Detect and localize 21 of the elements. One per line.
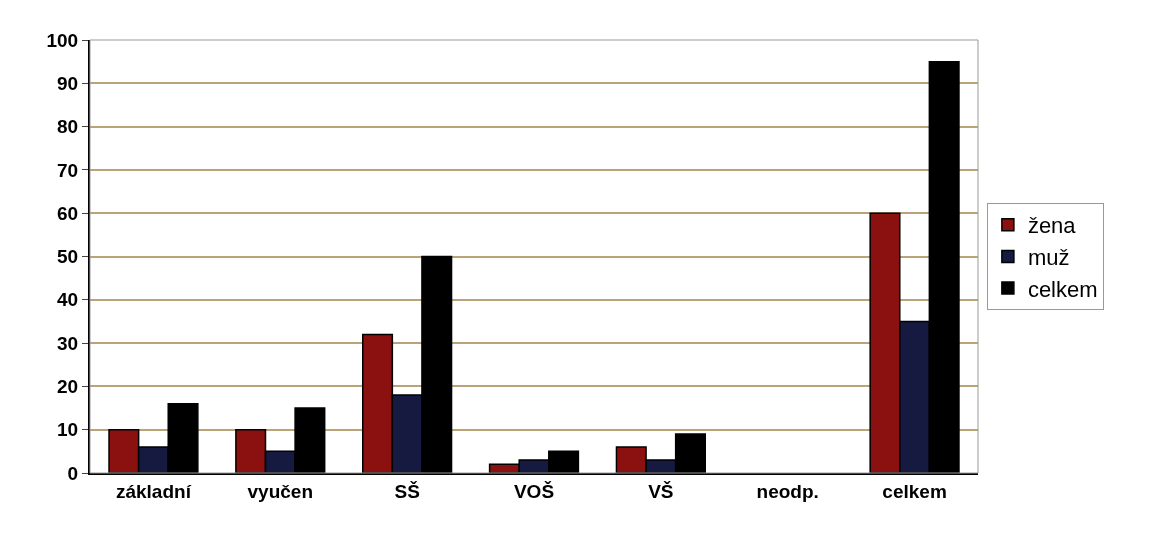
y-tick-label: 40 [57,289,79,311]
y-tick-label: 70 [57,159,79,181]
y-tick-label: 80 [57,116,79,138]
x-tick-label: VOŠ [513,480,555,502]
x-tick-label: vyučen [247,480,314,502]
legend-label: muž [1027,244,1070,270]
x-tick-label: základní [115,480,192,502]
y-tick-label: 20 [57,376,79,398]
x-tick-label: neodp. [756,480,819,502]
y-tick-label: 0 [67,462,79,484]
y-tick-label: 90 [57,72,79,94]
x-tick-label: celkem [882,480,947,502]
y-tick-label: 60 [57,202,79,224]
x-tick-label: VŠ [648,480,674,502]
y-tick-label: 30 [57,332,79,354]
legend-label: celkem [1027,276,1098,302]
x-tick-label: SŠ [394,480,420,502]
y-tick-label: 50 [57,246,79,268]
legend-label: žena [1027,213,1077,239]
y-tick-label: 100 [46,29,79,51]
y-tick-label: 10 [57,419,79,441]
